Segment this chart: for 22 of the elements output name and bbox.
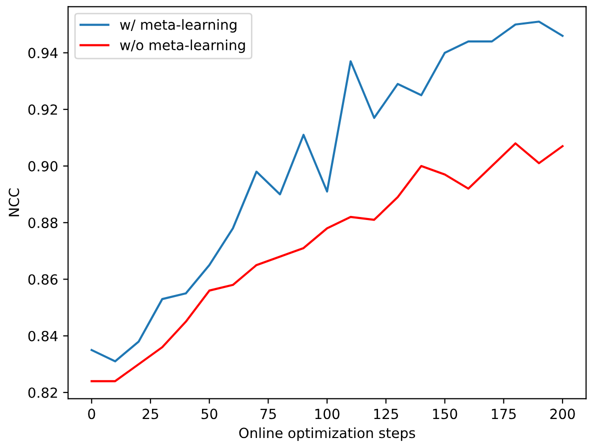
y-tick-label: 0.94 [28, 48, 58, 58]
x-tick-label: 100 [315, 408, 340, 420]
legend-label: w/o meta-learning [120, 40, 245, 53]
x-axis-title: Online optimization steps [239, 427, 416, 441]
y-axis-title: NCC [8, 188, 20, 216]
line-series [90, 142, 564, 382]
line-series [90, 20, 564, 362]
x-tick-label: 200 [550, 408, 575, 420]
y-tick-label: 0.84 [28, 330, 58, 342]
x-tick-label: 175 [492, 408, 516, 420]
legend-label: w/ meta-learning [120, 19, 236, 33]
y-tick-label: 0.86 [28, 274, 58, 285]
x-tick-label: 25 [142, 408, 158, 420]
x-tick-label: 50 [202, 408, 218, 420]
x-tick-label: 150 [433, 408, 458, 420]
x-tick-label: 0 [88, 408, 96, 420]
x-tick-label: 75 [260, 408, 276, 420]
y-tick-label: 0.90 [28, 160, 58, 172]
y-tick-label: 0.82 [28, 387, 57, 398]
y-tick-label: 0.88 [28, 218, 58, 228]
y-tick-label: 0.92 [28, 104, 57, 115]
x-tick-label: 125 [374, 408, 398, 420]
